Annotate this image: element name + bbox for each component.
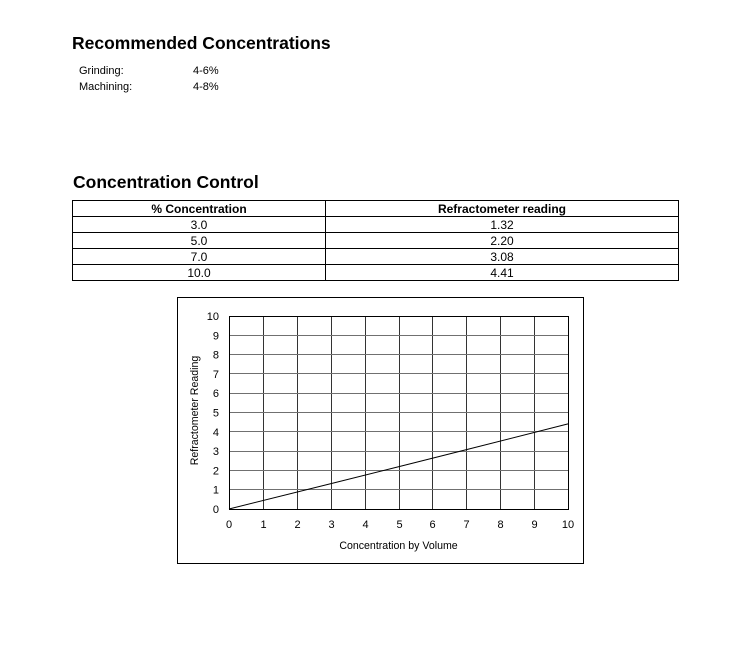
svg-text:4: 4	[362, 519, 368, 531]
svg-text:Concentration by Volume: Concentration by Volume	[339, 540, 457, 552]
svg-text:Refractometer Reading: Refractometer Reading	[189, 356, 201, 466]
svg-text:8: 8	[213, 350, 219, 362]
svg-text:2: 2	[294, 519, 300, 531]
svg-text:3: 3	[328, 519, 334, 531]
svg-text:2: 2	[213, 465, 219, 477]
svg-text:1: 1	[260, 519, 266, 531]
svg-text:7: 7	[213, 369, 219, 381]
svg-text:7: 7	[463, 519, 469, 531]
svg-text:8: 8	[497, 519, 503, 531]
svg-text:6: 6	[213, 388, 219, 400]
svg-text:4: 4	[213, 427, 219, 439]
svg-text:0: 0	[226, 519, 232, 531]
svg-text:9: 9	[531, 519, 537, 531]
svg-text:1: 1	[213, 485, 219, 497]
svg-text:9: 9	[213, 330, 219, 342]
svg-text:5: 5	[396, 519, 402, 531]
svg-text:0: 0	[213, 504, 219, 516]
svg-text:5: 5	[213, 408, 219, 420]
svg-text:6: 6	[429, 519, 435, 531]
svg-text:3: 3	[213, 446, 219, 458]
svg-text:10: 10	[207, 311, 219, 323]
svg-text:10: 10	[562, 519, 574, 531]
